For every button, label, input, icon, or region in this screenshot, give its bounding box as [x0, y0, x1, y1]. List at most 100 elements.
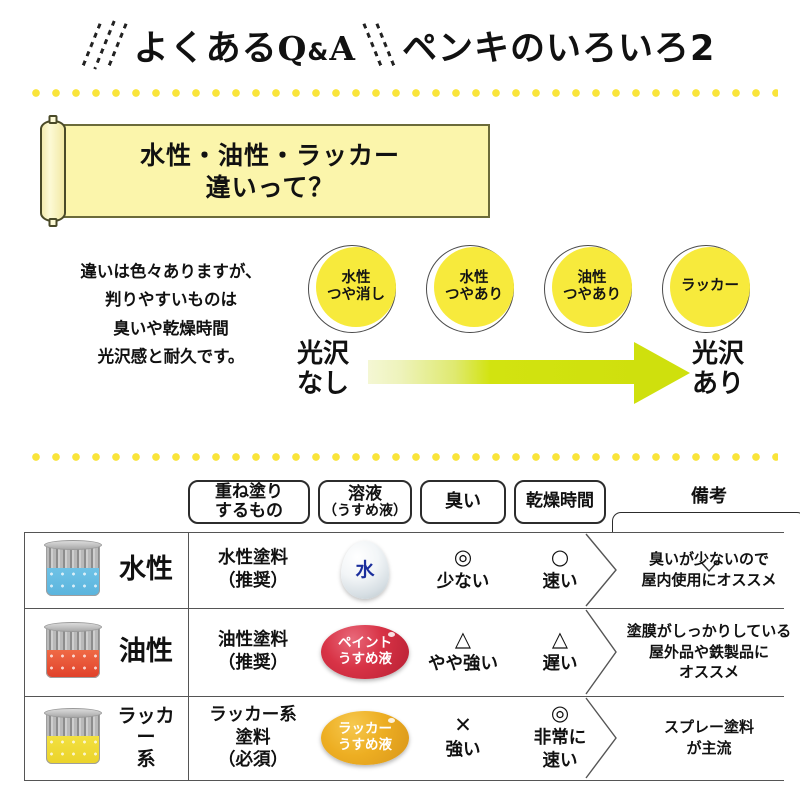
solvent-label-line1: ラッカー — [338, 721, 392, 738]
dotted-divider-middle — [26, 452, 778, 462]
gloss-circle-2: 油性 つやあり — [544, 245, 632, 333]
solvent-blob-water-icon: 水 — [341, 541, 389, 599]
cell-notes: 臭いが少ないので 屋内使用にオススメ — [616, 532, 800, 608]
table-header-solvent-line2: （うすめ液） — [323, 502, 407, 519]
cell-recoat-line1: 水性塗料 — [218, 548, 288, 569]
gloss-circle-2-line1: 油性 — [577, 269, 607, 286]
note-line-1: スプレー塗料 — [663, 718, 754, 737]
cell-solvent: 水 — [320, 541, 410, 599]
cell-drytime: ○ 速い — [512, 532, 608, 608]
gloss-label-none: 光沢 なし — [286, 339, 360, 399]
page-title-q: Q — [277, 28, 308, 68]
table-row: 水性 水性塗料 （推奨） 水 ◎ 少ない ○ 速い — [24, 532, 784, 608]
table-header-solvent: 溶液 （うすめ液） — [318, 480, 412, 524]
table-rule-col1 — [188, 532, 189, 780]
row-category-line1: 水性 — [119, 553, 173, 585]
note-line-2: 屋外品や鉄製品に — [648, 642, 769, 661]
dotted-divider-top — [26, 88, 778, 98]
gloss-circle-0: 水性 つや消し — [308, 245, 396, 333]
table-rule-2 — [24, 696, 784, 697]
gloss-circles-row: 水性 つや消し 水性 つやあり 油性 つやあり — [300, 245, 780, 337]
note-line-3: オススメ — [678, 663, 739, 682]
smell-rating-text: やや強い — [428, 653, 498, 674]
intro-line-2: 判りやすいものは — [105, 290, 237, 310]
page-subtitle: ペンキのいろいろ2 — [401, 28, 716, 69]
table-rule-1 — [24, 608, 784, 609]
gloss-label-yes-line2: あり — [692, 368, 745, 399]
gloss-circle-3-line1: ラッカー — [681, 278, 739, 295]
dashed-slash-decoration-middle-icon — [362, 17, 396, 73]
solvent-label-line1: 水 — [355, 558, 375, 581]
intro-line-3: 臭いや乾燥時間 — [113, 318, 229, 338]
gloss-circle-fill-0: 水性 つや消し — [316, 247, 396, 327]
cell-drytime: △ 遅い — [512, 608, 608, 696]
gloss-arrow-head — [634, 342, 690, 404]
notes-brace-icon — [612, 512, 800, 572]
solvent-label-line2: うすめ液 — [338, 651, 392, 667]
dry-rating-line2: 速い — [542, 751, 578, 771]
gloss-circle-2-line2: つやあり — [563, 287, 621, 303]
table-header-recoat-line2: するもの — [215, 501, 283, 521]
cell-recoat: ラッカー系 塗料 （必須） — [192, 696, 314, 780]
notes-brace-tick-icon — [699, 560, 719, 572]
row-category-line1: ラッカー — [117, 705, 175, 749]
gloss-circle-fill-1: 水性 つやあり — [434, 247, 514, 327]
cell-recoat-line2: （推奨） — [218, 653, 288, 673]
smell-rating-mark: △ — [454, 626, 472, 651]
scroll-banner-title: 水性・油性・ラッカー 違いって？ — [70, 130, 470, 214]
note-line-1: 臭いが少ないので — [648, 550, 769, 569]
page-title-part1: よくある — [133, 28, 278, 69]
comparison-table: 重ね塗り するもの 溶液 （うすめ液） 臭い 乾燥時間 備考 — [24, 480, 800, 781]
scroll-knob-top-icon — [48, 115, 58, 124]
dry-rating-mark: ○ — [550, 544, 570, 569]
intro-paragraph: 違いは色々ありますが、 判りやすいものは 臭いや乾燥時間 光沢感と耐久です。 — [46, 258, 296, 372]
row-category-line2: 系 — [136, 747, 156, 770]
cell-drytime: ◎ 非常に 速い — [512, 696, 608, 780]
scroll-knob-bottom-icon — [48, 218, 58, 227]
cell-notes: スプレー塗料 が主流 — [616, 696, 800, 780]
cell-solvent: ペイント うすめ液 — [320, 623, 410, 681]
cell-recoat-line2: （推奨） — [218, 571, 288, 591]
page-title-amp: & — [307, 37, 330, 66]
smell-rating-mark: ◎ — [453, 544, 473, 569]
gloss-label-none-line1: 光沢 — [296, 339, 349, 369]
cell-recoat-line1: ラッカー系 — [209, 704, 297, 725]
page-header: よくあるQ&A ペンキのいろいろ2 — [0, 0, 800, 90]
cell-solvent: ラッカー うすめ液 — [320, 709, 410, 767]
table-header-drytime: 乾燥時間 — [514, 480, 606, 524]
cell-recoat-line3: （必須） — [218, 750, 288, 771]
intro-line-1: 違いは色々ありますが、 — [80, 262, 262, 281]
gloss-circle-1: 水性 つやあり — [426, 245, 514, 333]
smell-rating-text: 少ない — [436, 571, 490, 592]
gloss-label-yes-line1: 光沢 — [692, 339, 745, 369]
smell-rating-text: 強い — [445, 739, 481, 760]
dry-rating-line1: 速い — [542, 571, 578, 592]
gloss-circle-fill-2: 油性 つやあり — [552, 247, 632, 327]
gloss-circle-0-line2: つや消し — [327, 287, 385, 303]
solvent-blob-paint-thinner-icon: ペイント うすめ液 — [321, 625, 409, 679]
page-title-a: A — [329, 28, 356, 68]
cell-smell: ✕ 強い — [416, 696, 510, 780]
note-line-1: 塗膜がしっかりしている — [626, 621, 792, 640]
cell-smell: △ やや強い — [416, 608, 510, 696]
paint-can-icon — [42, 540, 104, 600]
table-header-smell: 臭い — [420, 480, 506, 524]
dry-rating-mark: △ — [551, 626, 569, 651]
cell-recoat: 水性塗料 （推奨） — [192, 532, 314, 608]
intro-line-4: 光沢感と耐久です。 — [97, 347, 245, 367]
gloss-arrow-row: 光沢 なし 光沢 あり — [286, 336, 800, 408]
gloss-gradient-arrow-icon — [368, 342, 690, 404]
page-title: よくあるQ&A — [134, 20, 356, 71]
solvent-label-line2: うすめ液 — [338, 737, 392, 753]
scroll-banner-line1: 水性・油性・ラッカー — [139, 141, 400, 170]
row-category-label: 油性 — [110, 636, 182, 667]
table-header-recoat-line1: 重ね塗り — [215, 481, 283, 502]
table-header-notes: 備考 — [691, 486, 727, 507]
gloss-label-yes: 光沢 あり — [692, 339, 800, 399]
scroll-banner-line2: 違いって？ — [205, 173, 335, 202]
table-row: ラッカー 系 ラッカー系 塗料 （必須） ラッカー うすめ液 — [24, 696, 784, 780]
table-header-solvent-line1: 溶液 — [348, 483, 382, 504]
cell-recoat-line1: 油性塗料 — [218, 630, 288, 651]
paint-can-icon — [42, 708, 104, 768]
